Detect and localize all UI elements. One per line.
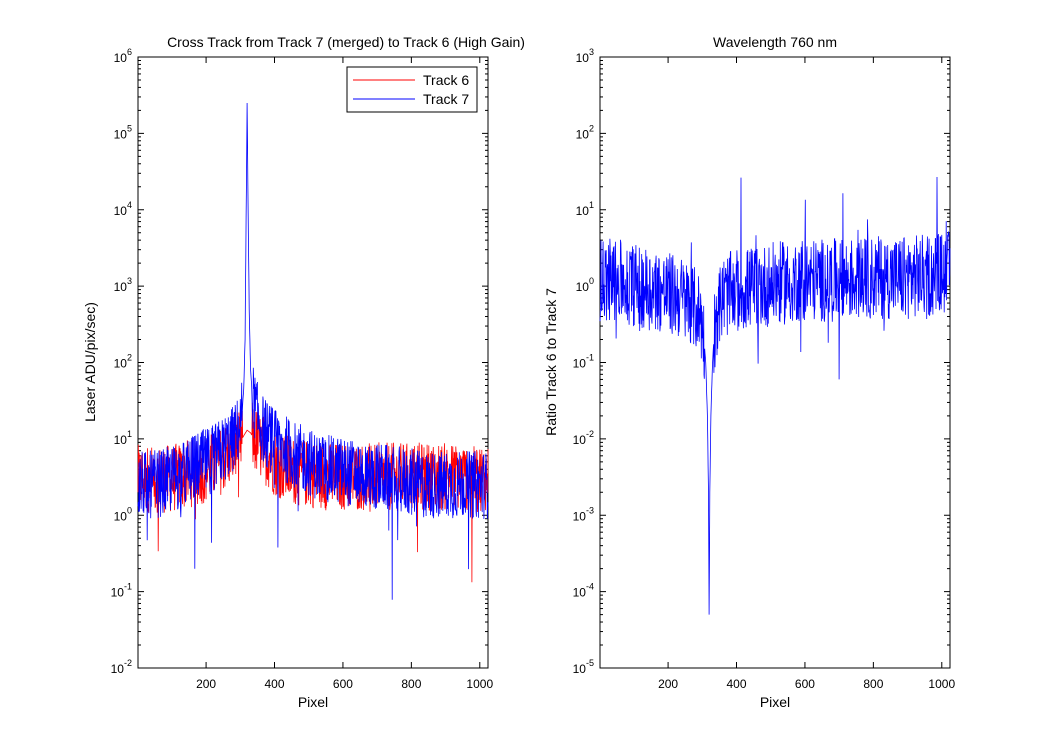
chart-left-series (137, 102, 489, 600)
left-xtick-label: 200 (196, 677, 216, 691)
left-xtick-label: 600 (333, 677, 353, 691)
right-ytick-label: 101 (576, 200, 594, 218)
right-ytick-label: 102 (576, 123, 594, 141)
left-series-track-7-line (137, 102, 489, 600)
chart-left-xlabel: Pixel (298, 694, 328, 710)
left-ytick-label: 103 (114, 276, 132, 294)
right-ytick-label: 100 (576, 276, 594, 294)
legend-label-track-6: Track 6 (423, 72, 469, 88)
left-xtick-label: 400 (264, 677, 284, 691)
right-ytick-label: 10-1 (573, 353, 594, 371)
right-ytick-label: 103 (576, 47, 594, 65)
chart-right-title: Wavelength 760 nm (713, 34, 837, 50)
left-ytick-label: 10-2 (111, 658, 132, 676)
right-xtick-label: 800 (863, 677, 883, 691)
left-ytick-label: 101 (114, 429, 132, 447)
legend-box (346, 66, 478, 113)
legend-label-track-7: Track 7 (423, 91, 469, 107)
left-ytick-label: 10-1 (111, 582, 132, 600)
right-xtick-label: 200 (658, 677, 678, 691)
left-ytick-label: 100 (114, 505, 132, 523)
chart-left: Cross Track from Track 7 (merged) to Tra… (82, 34, 525, 710)
left-ytick-label: 105 (114, 123, 132, 141)
left-xtick-label: 800 (401, 677, 421, 691)
chart-right-series (599, 176, 951, 615)
right-xtick-label: 1000 (928, 677, 955, 691)
right-ytick-label: 10-4 (573, 582, 594, 600)
chart-left-legend: Track 6 Track 7 (346, 66, 478, 113)
chart-left-axes-box (137, 56, 489, 669)
left-xtick-label: 1000 (466, 677, 493, 691)
right-ytick-label: 10-2 (573, 429, 594, 447)
right-ytick-label: 10-3 (573, 505, 594, 523)
chart-left-title: Cross Track from Track 7 (merged) to Tra… (167, 34, 525, 50)
right-xtick-label: 400 (726, 677, 746, 691)
chart-right-ticks: 200 400 600 800 1000 10-5 10-4 10-3 10-2 10-1 100 1… (573, 47, 956, 691)
left-ytick-label: 106 (114, 47, 132, 65)
right-series-ratio-line (599, 176, 951, 615)
chart-right-axes-box (599, 56, 951, 669)
chart-left-ticks: 200 400 600 800 1000 10-2 10-1 100 101 102 103 104 1… (111, 47, 494, 691)
left-ytick-label: 104 (114, 200, 132, 218)
right-xtick-label: 600 (795, 677, 815, 691)
chart-right-xlabel: Pixel (760, 694, 790, 710)
chart-right: Wavelength 760 nm 200 400 600 800 1000 10-5 10… (543, 34, 955, 710)
right-ytick-label: 10-5 (573, 658, 594, 676)
chart-left-ylabel: Laser ADU/pix/sec) (82, 302, 98, 422)
left-ytick-label: 102 (114, 353, 132, 371)
chart-right-ylabel: Ratio Track 6 to Track 7 (543, 288, 559, 436)
